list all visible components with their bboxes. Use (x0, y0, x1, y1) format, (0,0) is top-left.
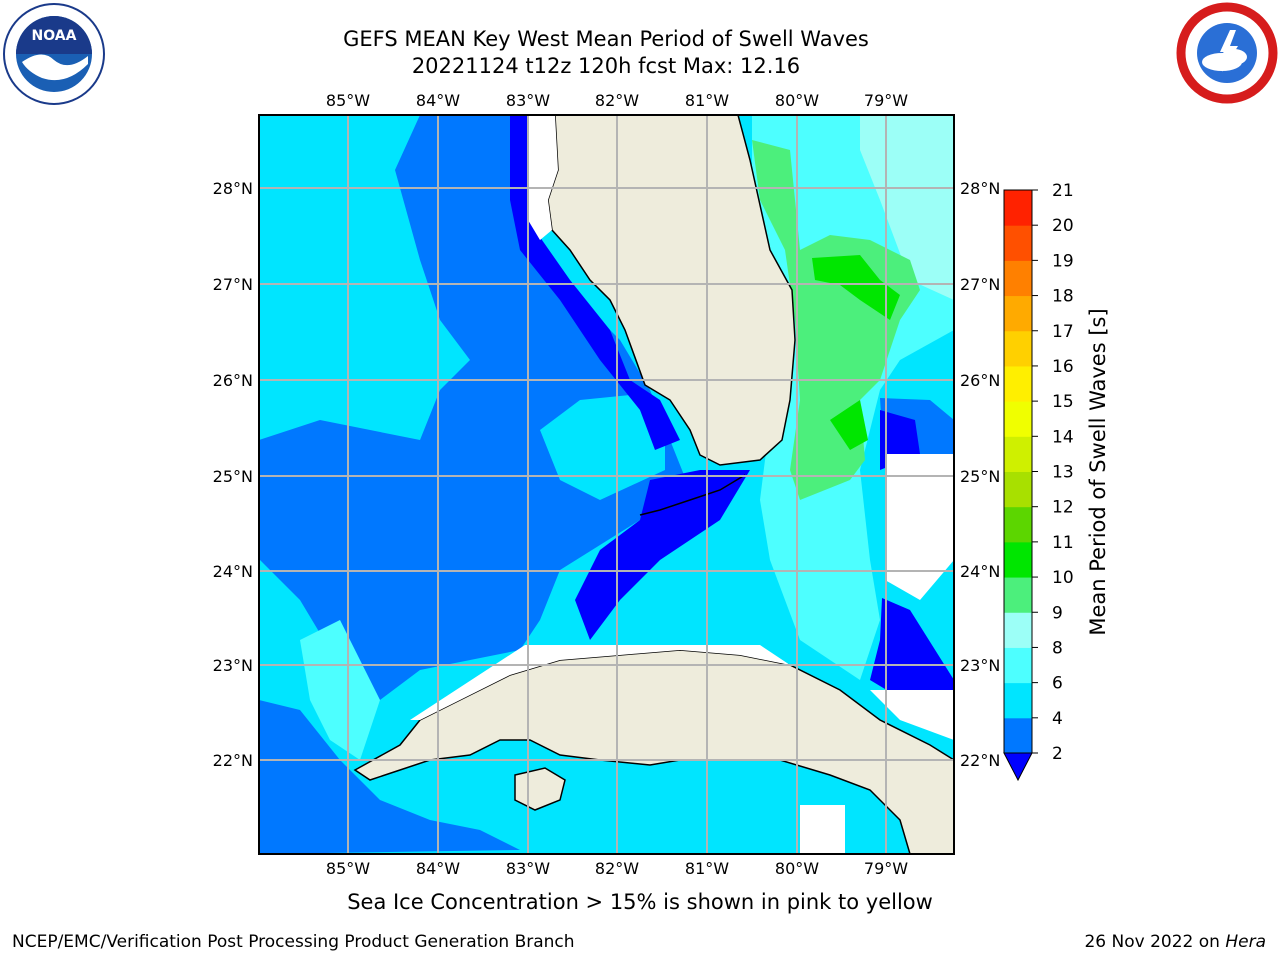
cuba-land (353, 649, 954, 854)
florida-land (547, 115, 796, 466)
chart-title: GEFS MEAN Key West Mean Period of Swell … (343, 27, 869, 51)
colorbar-segment (1004, 682, 1032, 719)
colorbar-segment (1004, 401, 1032, 437)
colorbar-tick-label: 13 (1052, 463, 1074, 483)
noaa-logo: NOAA (3, 3, 105, 105)
lat-label-left: 28°N (213, 179, 253, 198)
swell-band-under-2s-bahamas (870, 598, 954, 692)
lat-label-right: 28°N (960, 179, 1000, 198)
credit-text: NCEP/EMC/Verification Post Processing Pr… (12, 932, 575, 952)
lat-label-left: 25°N (213, 467, 253, 486)
lon-label-top: 81°W (685, 91, 729, 110)
colorbar-tick-label: 8 (1052, 638, 1063, 658)
lon-label-top: 79°W (864, 91, 908, 110)
colorbar-segment (1004, 260, 1032, 297)
colorbar-tick-label: 9 (1052, 603, 1063, 623)
colorbar-tick-label: 10 (1052, 568, 1074, 588)
lon-label-bottom: 84°W (416, 859, 460, 878)
colorbar-segment (1004, 225, 1032, 261)
sea-ice-note: Sea Ice Concentration > 15% is shown in … (347, 890, 933, 914)
colorbar-tick-label: 4 (1052, 709, 1063, 729)
colorbar-tick-label: 19 (1052, 251, 1074, 271)
lon-label-bottom: 79°W (864, 859, 908, 878)
colorbar-segment (1004, 541, 1032, 578)
map-frame (258, 114, 955, 855)
lon-label-bottom: 83°W (506, 859, 550, 878)
lat-label-right: 27°N (960, 275, 1000, 294)
swell-band-10-11s (812, 255, 900, 320)
colorbar-tick-label: 16 (1052, 357, 1074, 377)
swell-band-8-9s (860, 115, 954, 300)
lat-label-left: 24°N (213, 562, 253, 581)
lat-label-left: 22°N (213, 751, 253, 770)
colorbar-segment (1004, 506, 1032, 543)
colorbar-segment (1004, 717, 1032, 754)
colorbar-segment (1004, 647, 1032, 684)
date-value: 26 Nov 2022 on (1084, 932, 1220, 952)
lat-label-right: 22°N (960, 751, 1000, 770)
swell-band-2-4s-south (259, 700, 520, 854)
graticule (259, 115, 954, 854)
lon-label-bottom: 80°W (775, 859, 819, 878)
colorbar-tick-label: 2 (1052, 744, 1063, 764)
colorbar-segment (1004, 577, 1032, 613)
colorbar-segment (1004, 471, 1032, 508)
lon-label-bottom: 82°W (595, 859, 639, 878)
colorbar-under-arrow (1003, 752, 1033, 782)
lat-label-left: 23°N (213, 656, 253, 675)
colorbar-segment (1004, 365, 1032, 402)
lon-label-top: 83°W (506, 91, 550, 110)
masked-area-bahamas (885, 454, 954, 600)
colorbar: 2 4 6 8 9 10 11 12 13 14 15 16 17 18 19 20 21 (1003, 181, 1074, 782)
colorbar-segment (1004, 295, 1032, 332)
lon-label-top: 84°W (416, 91, 460, 110)
masked-area-north-cuba (410, 645, 790, 720)
colorbar-segment (1004, 612, 1032, 648)
swell-region-cyan-west (540, 395, 665, 500)
masked-area-south (800, 805, 845, 854)
machine-name: Hera (1225, 932, 1266, 952)
colorbar-tick-label: 20 (1052, 216, 1074, 236)
colorbar-label: Mean Period of Swell Waves [s] (1086, 308, 1110, 635)
colorbar-tick-label: 17 (1052, 322, 1074, 342)
lat-label-left: 27°N (213, 275, 253, 294)
colorbar-tick-label: 11 (1052, 533, 1074, 553)
date-text: 26 Nov 2022 on Hera (1084, 932, 1266, 952)
swell-band-9-10s (752, 140, 920, 500)
colorbar-tick-label: 6 (1052, 674, 1063, 694)
national-weather-service-logo (1176, 2, 1278, 104)
lon-label-top: 80°W (775, 91, 819, 110)
chart-subtitle: 20221124 t12z 120h fcst Max: 12.16 (411, 54, 801, 78)
lat-label-left: 26°N (213, 371, 253, 390)
swell-band-10-11s-south (830, 400, 868, 450)
lon-label-bottom: 81°W (685, 859, 729, 878)
colorbar-tick-label: 18 (1052, 287, 1074, 307)
colorbar-segment (1004, 330, 1032, 367)
colorbar-tick-label: 21 (1052, 181, 1074, 201)
lat-label-right: 26°N (960, 371, 1000, 390)
lat-label-right: 24°N (960, 562, 1000, 581)
svg-text:NOAA: NOAA (32, 28, 77, 44)
swell-band-2-4s (259, 115, 690, 700)
lon-label-bottom: 85°W (326, 859, 370, 878)
colorbar-segment (1004, 436, 1032, 472)
colorbar-segment (1004, 190, 1032, 226)
colorbar-tick-label: 14 (1052, 427, 1074, 447)
florida-keys (639, 474, 746, 516)
lat-label-right: 25°N (960, 467, 1000, 486)
lon-label-top: 82°W (595, 91, 639, 110)
masked-area-gulf-coast (528, 115, 558, 240)
lon-label-top: 85°W (326, 91, 370, 110)
masked-area-cuba-east (870, 690, 954, 740)
swell-band-6-8s-west (300, 620, 380, 760)
colorbar-tick-label: 12 (1052, 498, 1074, 518)
lat-label-right: 23°N (960, 656, 1000, 675)
colorbar-tick-label: 15 (1052, 392, 1074, 412)
